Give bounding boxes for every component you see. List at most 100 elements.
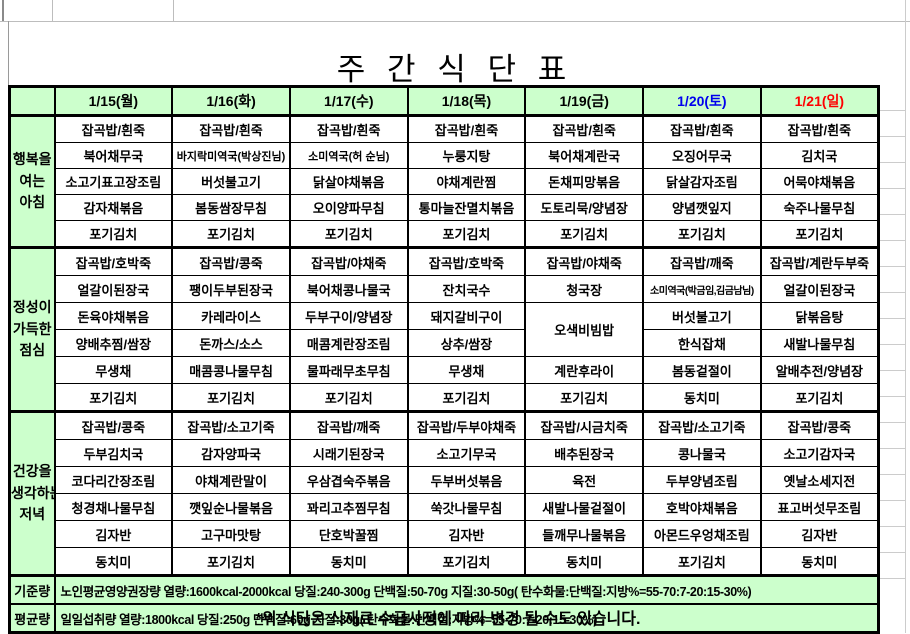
menu-cell: 김자반 [759, 520, 880, 548]
menu-cell: 시래기된장국 [288, 439, 409, 467]
menu-cell: 잡곡밥/흰죽 [406, 114, 527, 143]
menu-cell: 잔치국수 [406, 275, 527, 303]
menu-cell: 김치국 [759, 142, 880, 169]
menu-cell: 얼갈이된장국 [759, 275, 880, 303]
top-gridline-horizontal [0, 21, 910, 22]
section-label-line: 여는 [19, 172, 46, 189]
menu-cell: 포기김치 [53, 383, 174, 412]
menu-cell: 두부버섯볶음 [406, 466, 527, 494]
menu-cell: 잡곡밥/흰죽 [759, 114, 880, 143]
menu-cell: 잡곡밥/콩죽 [759, 410, 880, 440]
top-gridline-tick-3 [173, 0, 174, 21]
menu-cell: 청경채나물무침 [53, 493, 174, 521]
menu-cell: 김자반 [53, 520, 174, 548]
menu-table: 1/15(월) 1/16(화) 1/17(수) 1/18(목) 1/19(금) 1/20(… [8, 85, 880, 634]
menu-cell: 카레라이스 [171, 302, 291, 330]
menu-cell: 팽이두부된장국 [171, 275, 291, 303]
menu-cell: 포기김치 [406, 383, 527, 412]
menu-cell: 포기김치 [642, 547, 762, 576]
menu-cell: 두부양념조림 [642, 466, 762, 494]
menu-cell: 상추/쌈장 [406, 329, 527, 357]
menu-cell: 누룽지탕 [406, 142, 527, 169]
menu-cell: 포기김치 [524, 220, 645, 248]
menu-cell: 돈채피망볶음 [524, 168, 645, 195]
section-label-line: 정성이 [12, 298, 52, 315]
menu-cell: 바지락미역국(박상진님) [171, 142, 291, 169]
menu-cell: 쑥갓나물무침 [406, 493, 527, 521]
menu-cell: 소고기표고장조림 [53, 168, 174, 195]
menu-cell: 북어채콩나물국 [288, 275, 409, 303]
menu-cell: 동치미 [642, 383, 762, 412]
footer-text: 일일섭취량 열량:1800kcal 당질:250g 단백질:60g 지질:30g… [53, 603, 880, 633]
menu-cell: 우삼겹숙주볶음 [288, 466, 409, 494]
menu-cell: 잡곡밥/소고기죽 [642, 410, 762, 440]
menu-cell: 콩나물국 [642, 439, 762, 467]
menu-cell: 무생채 [406, 356, 527, 384]
menu-cell: 잡곡밥/흰죽 [288, 114, 409, 143]
menu-cell: 물파래무초무침 [288, 356, 409, 384]
section-label-line: 아침 [19, 194, 46, 211]
menu-cell: 닭볶음탕 [759, 302, 880, 330]
menu-cell: 포기김치 [642, 220, 762, 248]
menu-cell: 잡곡밥/깨죽 [288, 410, 409, 440]
section-label-line: 행복을 [12, 150, 52, 167]
menu-cell: 배추된장국 [524, 439, 645, 467]
menu-cell: 닭살야채볶음 [288, 168, 409, 195]
left-gridline [8, 21, 9, 85]
section-label-line: 점심 [19, 342, 46, 359]
menu-cell: 새발나물겉절이 [524, 493, 645, 521]
menu-cell: 청국장 [524, 275, 645, 303]
menu-cell: 옛날소세지전 [759, 466, 880, 494]
date-header: 1/17(수) [288, 86, 409, 117]
top-gridline-tick-2 [52, 0, 53, 21]
menu-cell: 소고기감자국 [759, 439, 880, 467]
menu-cell: 소미역국(박금임,김금남님) [642, 275, 762, 303]
menu-cell: 포기김치 [288, 383, 409, 412]
menu-cell: 호박야채볶음 [642, 493, 762, 521]
menu-cell: 코다리간장조림 [53, 466, 174, 494]
menu-cell: 두부구이/양념장 [288, 302, 409, 330]
menu-cell: 얼갈이된장국 [53, 275, 174, 303]
menu-cell: 감자양파국 [171, 439, 291, 467]
menu-cell: 돈육야채볶음 [53, 302, 174, 330]
date-header: 1/18(목) [406, 86, 527, 117]
menu-cell: 양배추찜/쌈장 [53, 329, 174, 357]
menu-cell: 감자채볶음 [53, 194, 174, 221]
menu-cell: 닭살감자조림 [642, 168, 762, 195]
menu-cell: 돼지갈비구이 [406, 302, 527, 330]
menu-cell: 육전 [524, 466, 645, 494]
menu-cell: 어묵야채볶음 [759, 168, 880, 195]
menu-cell: 김자반 [406, 520, 527, 548]
top-gridline-tick-1 [2, 0, 4, 21]
menu-cell: 잡곡밥/시금치죽 [524, 410, 645, 440]
menu-cell: 숙주나물무침 [759, 194, 880, 221]
menu-cell: 포기김치 [406, 547, 527, 576]
menu-cell: 야채계란말이 [171, 466, 291, 494]
menu-cell: 잡곡밥/흰죽 [171, 114, 291, 143]
menu-cell: 아몬드우엉채조림 [642, 520, 762, 548]
menu-cell: 잡곡밥/야채죽 [524, 246, 645, 276]
menu-cell: 꽈리고추찜무침 [288, 493, 409, 521]
menu-cell: 잡곡밥/호박죽 [406, 246, 527, 276]
menu-cell: 두부김치국 [53, 439, 174, 467]
menu-cell: 매콤콩나물무침 [171, 356, 291, 384]
menu-cell: 동치미 [759, 547, 880, 576]
menu-cell: 소고기무국 [406, 439, 527, 467]
menu-cell: 포기김치 [524, 383, 645, 412]
menu-cell: 봄동겉절이 [642, 356, 762, 384]
menu-cell: 단호박꿀찜 [288, 520, 409, 548]
menu-cell: 양념깻잎지 [642, 194, 762, 221]
menu-cell: 알배추전/양념장 [759, 356, 880, 384]
menu-cell: 소미역국(허 순님) [288, 142, 409, 169]
menu-cell: 깻잎순나물볶음 [171, 493, 291, 521]
menu-cell: 오색비빔밥 [524, 302, 645, 357]
footnote: *위 식단은 식재료 수급사정에 따라 변경 될 수도 있습니다. [255, 611, 641, 628]
menu-cell: 들깨무나물볶음 [524, 520, 645, 548]
right-gutter-gridlines [880, 85, 906, 604]
menu-cell: 오이양파무침 [288, 194, 409, 221]
footer-label: 기준량 [8, 574, 56, 605]
menu-cell: 잡곡밥/호박죽 [53, 246, 174, 276]
menu-cell: 돈까스/소스 [171, 329, 291, 357]
date-header: 1/20(토) [642, 86, 762, 117]
